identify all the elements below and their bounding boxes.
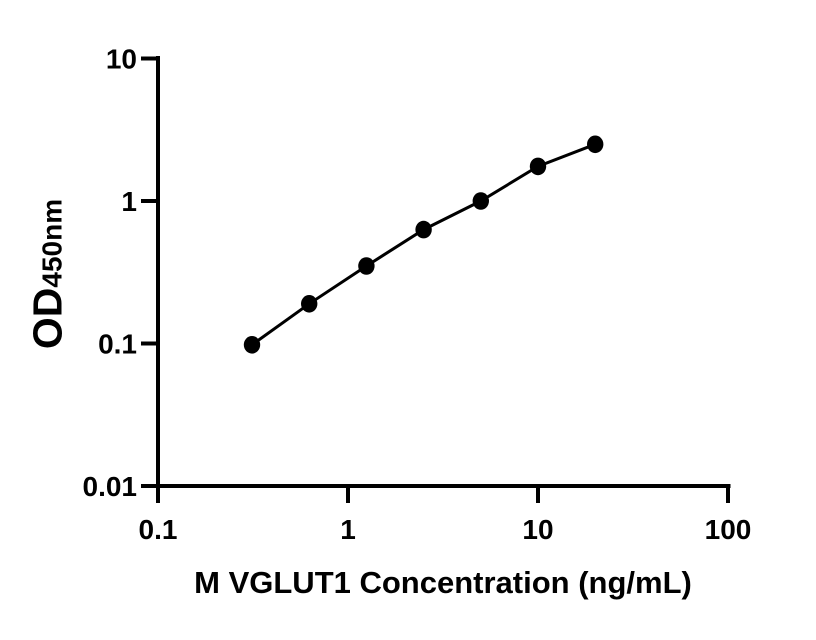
data-point — [587, 135, 604, 154]
data-point — [358, 257, 375, 275]
data-point — [301, 295, 318, 313]
data-point — [472, 192, 489, 210]
x-tick-label: 0.1 — [139, 514, 178, 545]
data-point — [529, 157, 547, 176]
y-tick-label: 10 — [106, 44, 137, 75]
y-tick-label: 0.01 — [83, 471, 138, 502]
data-point — [415, 220, 432, 239]
data-point — [243, 336, 261, 354]
y-tick-label: 0.1 — [98, 329, 137, 360]
y-axis-title: OD450nm — [25, 199, 72, 349]
x-tick-label: 1 — [340, 514, 356, 545]
y-axis-title-main: OD — [24, 287, 71, 350]
x-axis-title: M VGLUT1 Concentration (ng/mL) — [194, 565, 692, 600]
x-tick-label: 10 — [522, 514, 553, 545]
series-line — [251, 142, 596, 347]
y-axis-title-subscript: 450nm — [36, 198, 68, 288]
y-tick-label: 1 — [121, 186, 137, 217]
x-tick-label: 100 — [705, 514, 752, 545]
